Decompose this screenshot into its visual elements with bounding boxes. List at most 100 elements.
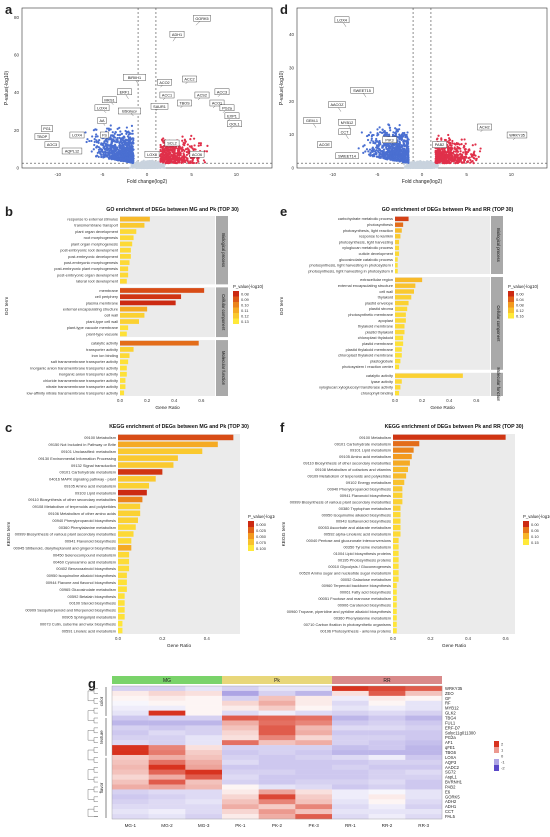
point-up: [451, 152, 454, 155]
heatmap-cell: [185, 740, 223, 746]
heatmap-cell: [185, 809, 223, 815]
point-down: [370, 149, 373, 152]
x-tick-label: -5: [375, 172, 379, 177]
point-down: [109, 148, 112, 151]
heatmap-cell: [222, 794, 259, 800]
x-tick-label: 0.2: [144, 398, 151, 403]
kegg-term-label: 00950 Isoquinoline alkaloid biosynthesis: [47, 573, 116, 578]
point-up: [451, 147, 454, 150]
heatmap-cell: [185, 789, 223, 795]
point-up: [449, 144, 452, 147]
heatmap-cell: [405, 764, 443, 770]
point-up: [441, 151, 444, 154]
point-up: [181, 135, 184, 138]
heatmap-cell: [112, 784, 149, 790]
point-up: [194, 148, 197, 151]
gene-label: TBG4: [445, 715, 457, 720]
heatmap-cell: [405, 690, 443, 697]
heatmap-cell: [258, 779, 296, 785]
heatmap-cell: [112, 779, 149, 785]
go-bar: [395, 234, 401, 239]
point-up: [206, 144, 209, 147]
kegg-bar: [118, 579, 127, 586]
kegg-term-label: 00040 Pentose and glucuronate interconve…: [306, 538, 391, 543]
point-up: [197, 144, 200, 147]
kegg-term-label: 09101 Carbohydrate metabolism: [335, 441, 391, 446]
x-tick-label: 0.4: [171, 398, 178, 403]
point-ns: [145, 166, 148, 170]
point-up: [197, 160, 200, 163]
point-up: [190, 145, 193, 148]
gene-label: AADC2: [445, 765, 460, 770]
group-label: RR: [383, 678, 391, 684]
kegg-term-label: 09101 Unclassified: metabolism: [61, 449, 116, 454]
kegg-term-label: 00950 Isoquinoline alkaloid biosynthesis: [322, 512, 391, 517]
heatmap-cell: [295, 794, 333, 800]
gene-label: AspL1: [445, 775, 458, 780]
chart-title: KEGG enrichment of DEGs between MG and P…: [109, 424, 249, 430]
sample-label: MG-2: [161, 823, 173, 828]
point-up: [166, 150, 169, 153]
heatmap-cell: [112, 710, 149, 716]
legend-value: -2: [501, 766, 505, 771]
point-down: [132, 155, 135, 158]
chart-title: KEGG enrichment of DEGs between Pk and R…: [385, 424, 524, 430]
y-tick-label: 80: [14, 15, 20, 20]
y-axis-label: GO term: [4, 297, 10, 315]
heatmap-cell: [332, 799, 369, 805]
gene-label: LOX4: [72, 134, 82, 138]
point-down: [395, 156, 398, 159]
point-down: [366, 138, 370, 142]
legend-value: -1: [501, 760, 505, 765]
legend-value: 0.04: [516, 297, 525, 302]
heatmap-cell: [185, 720, 223, 726]
go-bar: [395, 353, 402, 358]
point-down: [398, 155, 401, 158]
heatmap-cell: [222, 695, 259, 701]
go-bar: [120, 359, 129, 365]
facet-panel: [395, 372, 490, 396]
heatmap-cell: [258, 705, 296, 711]
kegg-bar: [393, 563, 399, 569]
gene-label: ACO2: [159, 81, 169, 85]
kegg-bar: [118, 538, 132, 544]
heatmap-cell: [112, 686, 149, 692]
point-ns: [406, 166, 410, 170]
heatmap-cell: [405, 686, 443, 692]
heatmap-cell: [405, 700, 443, 706]
point-down: [369, 141, 372, 144]
kegg-bar: [118, 531, 134, 537]
point-down: [131, 147, 134, 150]
legend-swatch: [233, 318, 239, 324]
go-bar: [395, 324, 405, 329]
point-down: [106, 148, 109, 151]
heatmap-cell: [258, 686, 296, 692]
heatmap-cell: [295, 740, 333, 746]
point-down: [88, 139, 91, 143]
point-up: [465, 160, 469, 164]
x-axis-label: Gene Ratio: [167, 643, 192, 649]
point-up: [166, 147, 169, 150]
point-up: [186, 143, 189, 146]
go-term-label: response to external stimulus: [67, 216, 118, 221]
point-up: [205, 150, 209, 153]
kegg-term-label: 00520 Amino sugar and nucleotide sugar m…: [299, 570, 391, 575]
legend-swatch: [523, 521, 529, 527]
y-tick-label: 10: [289, 132, 295, 137]
point-down: [378, 126, 381, 129]
kegg-term-label: 00380 Tryptophan metabolism: [339, 506, 391, 511]
kegg-bar: [393, 505, 401, 511]
kegg-term-label: 00943 Isoflavonoid biosynthesis: [336, 519, 391, 524]
heatmap-cell: [148, 789, 186, 795]
go-bar: [120, 331, 127, 337]
point-down: [108, 154, 111, 157]
point-up: [461, 161, 464, 164]
heatmap-cell: [112, 769, 149, 775]
heatmap-cell: [222, 789, 259, 795]
point-down: [376, 150, 380, 153]
go-bar: [120, 288, 205, 293]
heatmap-cell: [258, 754, 296, 761]
point-ns: [148, 159, 151, 163]
heatmap-cell: [368, 764, 406, 770]
kegg-term-label: 00100 Steroid biosynthesis: [69, 601, 116, 606]
